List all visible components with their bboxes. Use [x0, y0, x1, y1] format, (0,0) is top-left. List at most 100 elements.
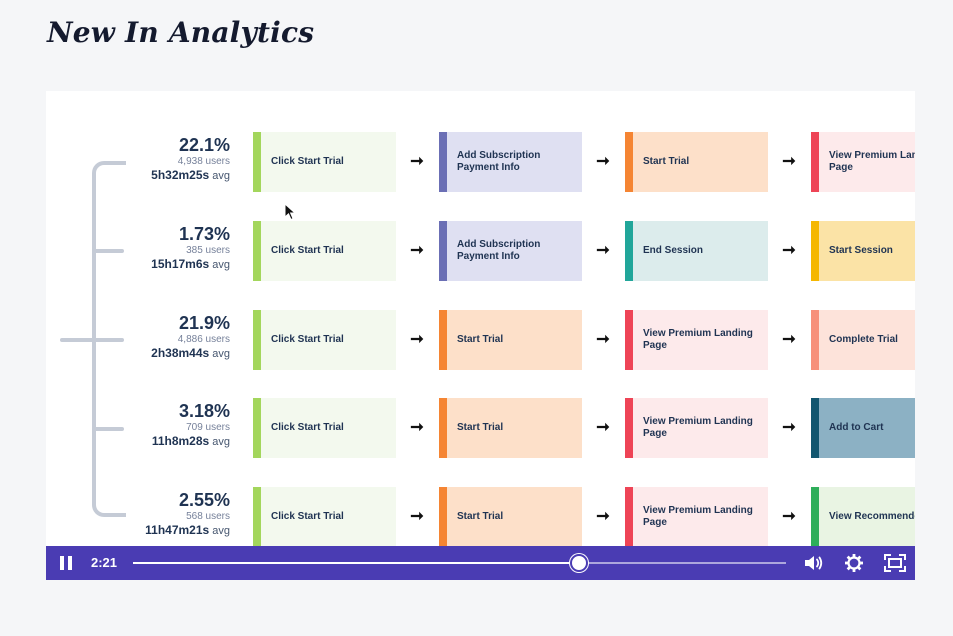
path-step: Start Session [811, 221, 915, 281]
path-step-label: End Session [643, 245, 704, 256]
right-arrow-icon: ➞ [410, 331, 424, 348]
fullscreen-icon[interactable] [882, 553, 908, 573]
path-users: 568 users [186, 511, 230, 522]
path-avg-suffix: avg [209, 259, 230, 271]
path-step: Start Trial [439, 398, 582, 458]
right-arrow-icon: ➞ [410, 508, 424, 525]
path-step: View Recommended [811, 487, 915, 546]
path-step-label: Start Trial [643, 156, 690, 167]
right-arrow-icon: ➞ [596, 331, 610, 348]
path-step-label: Add to Cart [829, 422, 884, 433]
elapsed-time: 2:21 [91, 555, 118, 570]
path-step-label: Add Subscription Payment Info [457, 239, 541, 262]
pause-button[interactable] [59, 555, 73, 571]
path-stats: 1.73% 385 users 15h17m6s avg [126, 223, 230, 273]
path-users: 385 users [186, 245, 230, 256]
path-row: 3.18% 709 users 11h8m28s avg Click Start Tr… [46, 398, 915, 458]
tree-top-corner [92, 161, 126, 183]
path-step-label: View Premium Landing Page [643, 505, 753, 528]
path-step-label: Click Start Trial [271, 511, 344, 522]
path-users: 4,938 users [177, 156, 230, 167]
path-stats: 2.55% 568 users 11h47m21s avg [126, 489, 230, 539]
path-step: Add Subscription Payment Info [439, 221, 582, 281]
tree-bottom-corner [92, 495, 126, 517]
path-users: 4,886 users [177, 334, 230, 345]
path-step: View Premium Landing Page [625, 398, 768, 458]
page-title: New In Analytics [47, 16, 315, 49]
path-step-label: View Premium Landing Page [829, 150, 915, 173]
mouse-cursor-icon [284, 203, 297, 221]
pause-icon [60, 556, 64, 570]
path-avg-time: 11h8m28s avg [126, 434, 230, 450]
tree-branch [92, 338, 124, 342]
path-avg-suffix: avg [209, 436, 230, 448]
right-arrow-icon: ➞ [410, 153, 424, 170]
path-step-label: Start Trial [457, 334, 504, 345]
path-percent: 22.1% [178, 135, 230, 155]
path-row: 1.73% 385 users 15h17m6s avg Click Start Tr… [46, 221, 915, 281]
path-step-label: Start Trial [457, 422, 504, 433]
path-step-label: View Premium Landing Page [643, 328, 753, 351]
path-avg-time: 15h17m6s avg [126, 257, 230, 273]
video-frame[interactable]: 22.1% 4,938 users 5h32m25s avg Click Start … [46, 91, 915, 546]
path-step: Add to Cart [811, 398, 915, 458]
progress-track[interactable] [133, 554, 786, 572]
tree-branch [92, 427, 124, 431]
path-step: Click Start Trial [253, 310, 396, 370]
path-avg-time: 2h38m44s avg [126, 346, 230, 362]
path-stats: 3.18% 709 users 11h8m28s avg [126, 400, 230, 450]
path-step: View Premium Landing Page [811, 132, 915, 192]
path-step-label: Click Start Trial [271, 156, 344, 167]
path-step-label: View Recommended [829, 511, 915, 522]
path-avg-duration: 2h38m44s [151, 346, 210, 360]
path-row: 22.1% 4,938 users 5h32m25s avg Click Start … [46, 132, 915, 192]
tree-trunk-line [60, 338, 120, 342]
path-step: View Premium Landing Page [625, 487, 768, 546]
path-step: Click Start Trial [253, 132, 396, 192]
player-controls: 2:21 [46, 546, 915, 580]
path-step: Click Start Trial [253, 398, 396, 458]
path-step: End Session [625, 221, 768, 281]
volume-icon[interactable] [802, 553, 824, 573]
path-step-label: Add Subscription Payment Info [457, 150, 541, 173]
path-step: Complete Trial [811, 310, 915, 370]
path-stats: 22.1% 4,938 users 5h32m25s avg [126, 134, 230, 184]
path-avg-time: 5h32m25s avg [126, 168, 230, 184]
path-step-label: View Premium Landing Page [643, 416, 753, 439]
right-arrow-icon: ➞ [410, 419, 424, 436]
path-step: Add Subscription Payment Info [439, 132, 582, 192]
path-percent: 2.55% [178, 490, 230, 510]
path-users: 709 users [186, 422, 230, 433]
progress-fill [133, 562, 579, 564]
path-avg-suffix: avg [209, 170, 230, 182]
progress-handle[interactable] [569, 554, 588, 572]
path-row: 2.55% 568 users 11h47m21s avg Click Start T… [46, 487, 915, 546]
right-arrow-icon: ➞ [782, 153, 796, 170]
right-arrow-icon: ➞ [596, 242, 610, 259]
right-arrow-icon: ➞ [410, 242, 424, 259]
path-row: 21.9% 4,886 users 2h38m44s avg Click Start … [46, 310, 915, 370]
right-arrow-icon: ➞ [596, 508, 610, 525]
right-arrow-icon: ➞ [782, 242, 796, 259]
settings-gear-icon[interactable] [843, 553, 865, 573]
path-step-label: Click Start Trial [271, 334, 344, 345]
path-percent: 21.9% [178, 313, 230, 333]
path-avg-duration: 11h47m21s [145, 523, 210, 537]
pause-icon-bar [68, 556, 72, 570]
path-percent: 1.73% [178, 224, 230, 244]
path-step-label: Start Trial [457, 511, 504, 522]
path-step-label: Complete Trial [829, 334, 898, 345]
path-step: Start Trial [439, 487, 582, 546]
right-arrow-icon: ➞ [782, 419, 796, 436]
path-step-label: Click Start Trial [271, 422, 344, 433]
path-avg-suffix: avg [209, 348, 230, 360]
path-avg-time: 11h47m21s avg [126, 523, 230, 539]
path-avg-duration: 15h17m6s [151, 257, 210, 271]
path-step: Start Trial [439, 310, 582, 370]
video-player[interactable]: 22.1% 4,938 users 5h32m25s avg Click Start … [46, 91, 915, 580]
path-step-label: Start Session [829, 245, 893, 256]
right-arrow-icon: ➞ [782, 508, 796, 525]
path-step-label: Click Start Trial [271, 245, 344, 256]
path-stats: 21.9% 4,886 users 2h38m44s avg [126, 312, 230, 362]
right-arrow-icon: ➞ [782, 331, 796, 348]
